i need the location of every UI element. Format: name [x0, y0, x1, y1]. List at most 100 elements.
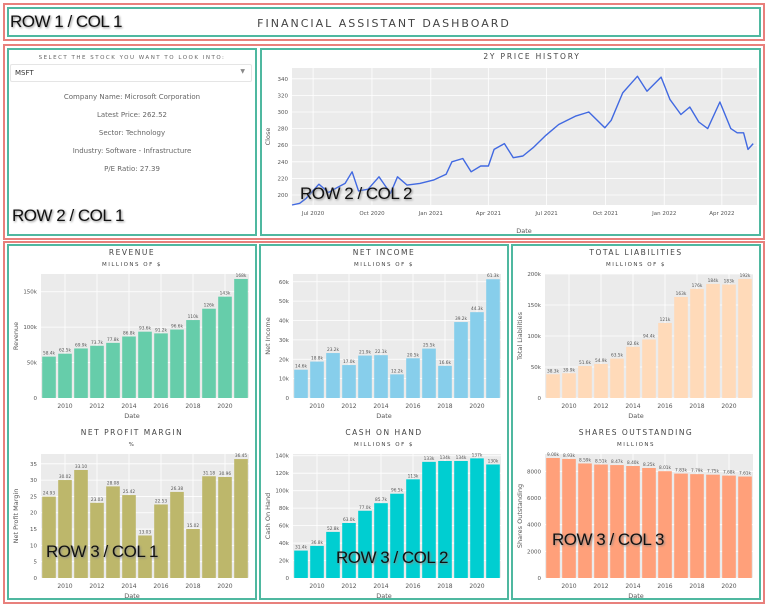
y-tick-label: 10	[30, 543, 37, 549]
bar-data-label: 21.9k	[359, 350, 372, 356]
bar	[234, 459, 248, 578]
chart-subtitle: MILLIONS	[617, 442, 655, 448]
x-tick-label: 2010	[57, 583, 72, 590]
bar	[422, 461, 436, 578]
bar	[74, 469, 88, 578]
bar	[202, 476, 216, 578]
bar	[578, 366, 592, 398]
y-axis-label: Revenue	[12, 322, 20, 350]
bar-data-label: 110k	[188, 314, 199, 320]
bar	[310, 545, 324, 578]
bar-data-label: 30.96	[219, 471, 232, 477]
bar	[58, 353, 72, 398]
y-axis-label: Net Income	[264, 317, 272, 354]
bar	[546, 374, 560, 398]
bar	[486, 279, 500, 398]
y-tick-label: 8000	[527, 469, 541, 475]
bar-data-label: 36.8k	[311, 540, 324, 546]
bar	[658, 322, 672, 398]
bar-data-label: 22.53	[155, 498, 168, 504]
bar	[58, 480, 72, 578]
x-tick-label: Jul 2020	[301, 211, 325, 217]
stock-dropdown[interactable]: MSFT ▼	[10, 64, 252, 82]
y-tick-label: 20k	[279, 357, 290, 363]
bar	[562, 458, 576, 578]
y-tick-label: 220	[278, 176, 289, 182]
plot-background	[292, 68, 757, 205]
shares-outstanding-chart[interactable]: SHARES OUTSTANDING MILLIONS 0 2000 4000 6000 8…	[513, 426, 759, 602]
bar	[186, 320, 200, 398]
bar	[738, 278, 752, 398]
bar	[90, 345, 104, 398]
bar	[390, 493, 404, 578]
bar-data-label: 73.7k	[91, 340, 104, 346]
y-tick-label: 30k	[279, 338, 290, 344]
bar-data-label: 26.38	[171, 486, 184, 492]
x-tick-label: 2018	[185, 403, 200, 410]
x-tick-label: 2010	[309, 583, 324, 590]
price-history-chart[interactable]: 2Y PRICE HISTORY 200 220 240 260 280 300 320 340…	[262, 50, 759, 235]
bar-data-label: 8.59k	[579, 457, 592, 463]
bar	[658, 471, 672, 578]
bar-data-label: 176k	[692, 283, 703, 289]
bar	[170, 329, 184, 398]
bar-data-label: 12.2k	[391, 368, 404, 374]
y-tick-label: 0	[286, 576, 290, 582]
bar	[374, 503, 388, 578]
bar-data-label: 15.02	[187, 523, 200, 529]
industry: Industry: Software - Infrastructure	[72, 147, 192, 155]
y-tick-label: 50k	[531, 365, 542, 371]
row1-frame	[3, 3, 765, 41]
bar-data-label: 183k	[724, 279, 735, 285]
y-tick-label: 35	[30, 462, 37, 468]
y-tick-label: 4000	[527, 523, 541, 529]
bar	[138, 331, 152, 398]
bar	[594, 363, 608, 398]
price-line	[291, 75, 754, 206]
revenue-chart[interactable]: REVENUE MILLIONS OF $ 0 50k 100k 150k 2010 2012…	[9, 246, 255, 422]
net-income-chart[interactable]: NET INCOME MILLIONS OF $ 0 10k 20k 30k 40k 50k 6…	[261, 246, 507, 422]
bar-data-label: 96.5k	[391, 488, 404, 494]
chart-title: 2Y PRICE HISTORY	[483, 52, 580, 61]
x-tick-label: 2012	[593, 403, 608, 410]
bar-data-label: 93.6k	[139, 326, 152, 332]
x-tick-label: 2020	[469, 583, 484, 590]
y-tick-label: 150k	[23, 290, 37, 296]
bar	[294, 369, 308, 398]
x-axis-label: Date	[628, 412, 644, 420]
select-stock-label: SELECT THE STOCK YOU WANT TO LOOK INTO:	[38, 55, 226, 61]
bar-data-label: 38.3k	[547, 368, 560, 374]
cash-on-hand-chart[interactable]: CASH ON HAND MILLIONS OF $ 0 20k 40k 60k 80k 10…	[261, 426, 507, 602]
total-liabilities-chart[interactable]: TOTAL LIABILITIES MILLIONS OF $ 0 50k 100k 15…	[513, 246, 759, 422]
y-tick-label: 200	[278, 193, 289, 199]
bar-data-label: 14.6k	[295, 364, 308, 370]
bar	[154, 504, 168, 578]
x-tick-label: 2012	[89, 583, 104, 590]
bar	[342, 365, 356, 398]
x-tick-label: 2016	[657, 583, 672, 590]
chart-subtitle: MILLIONS OF $	[102, 262, 162, 268]
net-profit-margin-chart[interactable]: NET PROFIT MARGIN% 0 5 10 15 20 25 30 35 2010 2012…	[9, 426, 255, 602]
bar	[438, 365, 452, 398]
bar-data-label: 133k	[424, 456, 435, 462]
chart-subtitle: MILLIONS OF $	[354, 262, 414, 268]
y-tick-label: 0	[538, 576, 542, 582]
overlay-row2-col2: ROW 2 / COL 2	[300, 184, 412, 203]
bar-data-label: 44.3k	[471, 306, 484, 312]
bar	[342, 522, 356, 578]
x-tick-label: Jan 2022	[651, 211, 676, 217]
bar-data-label: 126k	[204, 303, 215, 309]
y-tick-label: 60k	[279, 280, 290, 286]
y-tick-label: 100k	[527, 334, 541, 340]
chart-subtitle: %	[129, 442, 136, 448]
bar	[202, 308, 216, 398]
x-axis-label: Date	[376, 412, 392, 420]
bar	[74, 348, 88, 398]
x-tick-label: 2014	[373, 403, 388, 410]
bar	[358, 355, 372, 398]
chevron-down-icon[interactable]: ▼	[240, 68, 245, 75]
header-panel: FINANCIAL ASSISTANT DASHBOARD	[7, 7, 761, 37]
bar-data-label: 7.61k	[739, 471, 752, 477]
dashboard-title: FINANCIAL ASSISTANT DASHBOARD	[257, 17, 511, 30]
x-tick-label: 2012	[89, 403, 104, 410]
